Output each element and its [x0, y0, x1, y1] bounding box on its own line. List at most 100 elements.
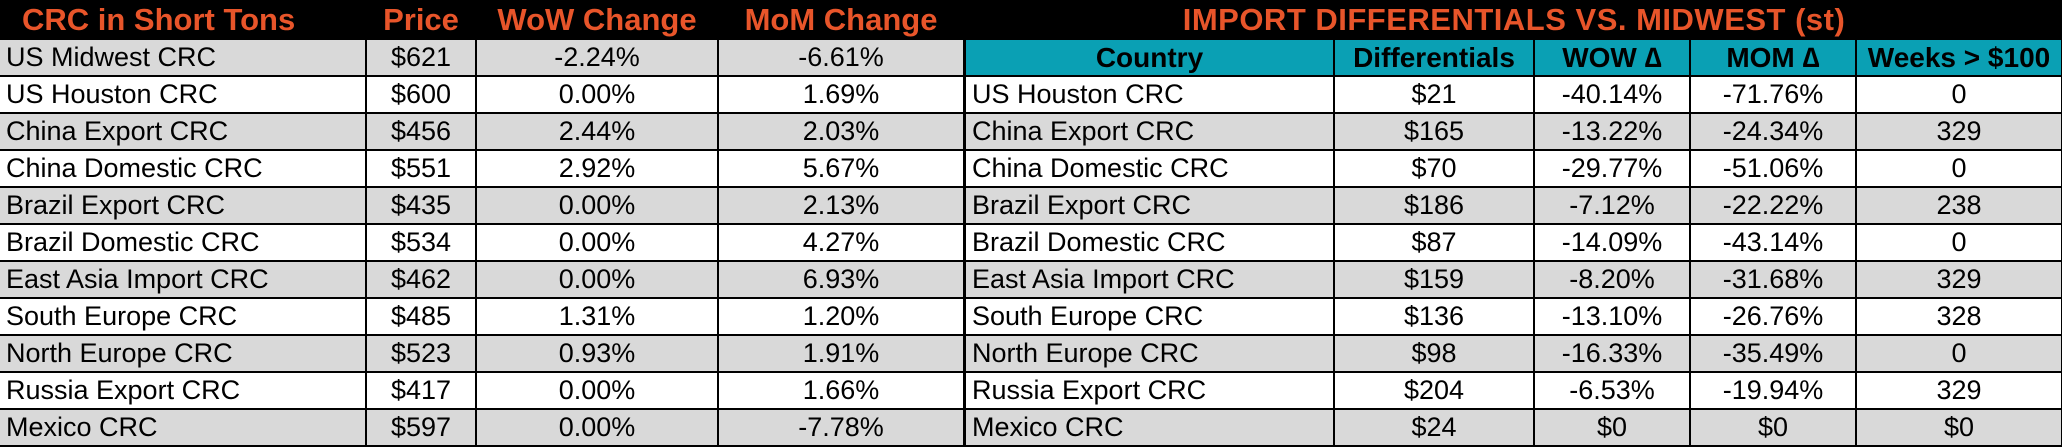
row-name: US Midwest CRC	[0, 40, 367, 77]
header-wow: WoW Change	[476, 0, 718, 40]
row-mom-change: 1.91%	[718, 335, 965, 373]
row-country: China Export CRC	[966, 113, 1335, 151]
row-name: China Domestic CRC	[0, 150, 367, 188]
row-mom-delta: -43.14%	[1690, 224, 1857, 262]
row-mom-change: 6.93%	[718, 261, 965, 299]
price-table-header: CRC in Short Tons Price WoW Change MoM C…	[0, 0, 964, 40]
row-differential: $186	[1334, 187, 1535, 225]
row-name: Brazil Export CRC	[0, 187, 367, 225]
row-mom-change: 5.67%	[718, 150, 965, 188]
differentials-title: IMPORT DIFFERENTIALS VS. MIDWEST (st)	[966, 0, 2062, 40]
table-row: US Midwest CRC $621 -2.24% -6.61%	[0, 40, 965, 77]
table-row: Russia Export CRC $204 -6.53% -19.94% 329	[966, 372, 2062, 410]
header-weeks-over-100: Weeks > $100	[1856, 40, 2062, 77]
row-mom-delta: $0	[1690, 409, 1857, 447]
row-country: Brazil Export CRC	[966, 187, 1335, 225]
row-mom-delta: -19.94%	[1690, 372, 1857, 410]
table-row: Mexico CRC $24 $0 $0 $0	[966, 409, 2062, 447]
row-mom-change: 2.13%	[718, 187, 965, 225]
table-row: Russia Export CRC $417 0.00% 1.66%	[0, 372, 965, 410]
row-weeks-over-100: 328	[1856, 298, 2062, 336]
table-row: Mexico CRC $597 0.00% -7.78%	[0, 409, 965, 447]
row-mom-change: 1.66%	[718, 372, 965, 410]
row-differential: $204	[1334, 372, 1535, 410]
row-wow-change: 1.31%	[476, 298, 719, 336]
row-price: $597	[366, 409, 477, 447]
row-price: $485	[366, 298, 477, 336]
row-weeks-over-100: 238	[1856, 187, 2062, 225]
differentials-table-body: US Houston CRC $21 -40.14% -71.76% 0 China Ex…	[966, 76, 2062, 447]
row-wow-change: -2.24%	[476, 40, 719, 77]
row-name: South Europe CRC	[0, 298, 367, 336]
header-wow-delta: WOW ∆	[1534, 40, 1691, 77]
row-price: $456	[366, 113, 477, 151]
row-price: $551	[366, 150, 477, 188]
row-differential: $70	[1334, 150, 1535, 188]
row-differential: $136	[1334, 298, 1535, 336]
header-differentials: Differentials	[1334, 40, 1535, 77]
table-row: China Domestic CRC $551 2.92% 5.67%	[0, 150, 965, 188]
row-mom-change: 4.27%	[718, 224, 965, 262]
row-weeks-over-100: $0	[1856, 409, 2062, 447]
row-wow-delta: -6.53%	[1534, 372, 1691, 410]
row-mom-delta: -35.49%	[1690, 335, 1857, 373]
header-mom: MoM Change	[718, 0, 964, 40]
row-differential: $98	[1334, 335, 1535, 373]
row-price: $600	[366, 76, 477, 114]
row-wow-delta: -16.33%	[1534, 335, 1691, 373]
row-mom-change: 2.03%	[718, 113, 965, 151]
row-wow-change: 2.44%	[476, 113, 719, 151]
row-mom-change: -6.61%	[718, 40, 965, 77]
header-country: Country	[966, 40, 1335, 77]
row-wow-delta: -13.22%	[1534, 113, 1691, 151]
row-name: East Asia Import CRC	[0, 261, 367, 299]
row-wow-delta: -7.12%	[1534, 187, 1691, 225]
row-mom-delta: -71.76%	[1690, 76, 1857, 114]
row-mom-delta: -26.76%	[1690, 298, 1857, 336]
row-differential: $24	[1334, 409, 1535, 447]
row-price: $435	[366, 187, 477, 225]
row-mom-change: 1.69%	[718, 76, 965, 114]
table-row: North Europe CRC $98 -16.33% -35.49% 0	[966, 335, 2062, 373]
row-price: $462	[366, 261, 477, 299]
row-country: East Asia Import CRC	[966, 261, 1335, 299]
differentials-header: Country Differentials WOW ∆ MOM ∆ Weeks …	[966, 40, 2062, 77]
row-country: US Houston CRC	[966, 76, 1335, 114]
row-mom-delta: -31.68%	[1690, 261, 1857, 299]
row-weeks-over-100: 0	[1856, 76, 2062, 114]
row-country: Brazil Domestic CRC	[966, 224, 1335, 262]
table-row: South Europe CRC $485 1.31% 1.20%	[0, 298, 965, 336]
row-price: $621	[366, 40, 477, 77]
row-name: Mexico CRC	[0, 409, 367, 447]
row-name: US Houston CRC	[0, 76, 367, 114]
row-weeks-over-100: 0	[1856, 335, 2062, 373]
row-mom-change: 1.20%	[718, 298, 965, 336]
table-row: Brazil Domestic CRC $534 0.00% 4.27%	[0, 224, 965, 262]
table-row: East Asia Import CRC $462 0.00% 6.93%	[0, 261, 965, 299]
table-row: China Domestic CRC $70 -29.77% -51.06% 0	[966, 150, 2062, 188]
header-product: CRC in Short Tons	[0, 0, 366, 40]
table-row: Brazil Export CRC $435 0.00% 2.13%	[0, 187, 965, 225]
row-wow-change: 0.00%	[476, 261, 719, 299]
row-mom-change: -7.78%	[718, 409, 965, 447]
price-table-body: US Midwest CRC $621 -2.24% -6.61% US Houston…	[0, 40, 965, 447]
header-price: Price	[366, 0, 476, 40]
row-wow-change: 0.00%	[476, 409, 719, 447]
row-mom-delta: -22.22%	[1690, 187, 1857, 225]
row-name: Russia Export CRC	[0, 372, 367, 410]
row-name: North Europe CRC	[0, 335, 367, 373]
row-mom-delta: -24.34%	[1690, 113, 1857, 151]
table-row: South Europe CRC $136 -13.10% -26.76% 328	[966, 298, 2062, 336]
table-row: US Houston CRC $600 0.00% 1.69%	[0, 76, 965, 114]
row-price: $417	[366, 372, 477, 410]
table-row: Brazil Export CRC $186 -7.12% -22.22% 238	[966, 187, 2062, 225]
row-wow-delta: -8.20%	[1534, 261, 1691, 299]
row-price: $534	[366, 224, 477, 262]
row-differential: $159	[1334, 261, 1535, 299]
row-weeks-over-100: 329	[1856, 261, 2062, 299]
row-weeks-over-100: 0	[1856, 224, 2062, 262]
row-wow-delta: $0	[1534, 409, 1691, 447]
row-differential: $165	[1334, 113, 1535, 151]
row-differential: $21	[1334, 76, 1535, 114]
